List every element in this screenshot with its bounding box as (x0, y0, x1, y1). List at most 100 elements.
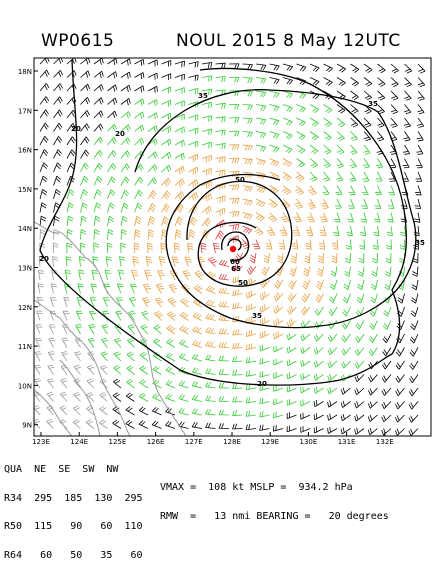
wind-barb (378, 64, 386, 73)
wind-barb (206, 423, 216, 429)
wind-barb (94, 203, 101, 213)
wind-barb (246, 343, 256, 349)
wind-barb (397, 321, 405, 330)
wind-barb (329, 294, 337, 303)
wind-barb (361, 199, 367, 208)
wind-barb (301, 426, 310, 432)
wind-barb (67, 216, 73, 226)
wind-barb (324, 118, 332, 127)
wind-barb (139, 407, 148, 415)
wind-barb (403, 132, 410, 141)
wind-barb (274, 372, 283, 378)
wind-barb (403, 159, 410, 168)
wind-barb (202, 218, 211, 227)
wind-barb (121, 177, 129, 186)
wind-barb (162, 113, 171, 120)
wind-barb (135, 203, 142, 212)
wind-barb (297, 159, 305, 168)
wind-barb (253, 240, 260, 249)
wind-barb (142, 298, 150, 307)
wind-barb (256, 213, 265, 221)
wind-barb (162, 60, 171, 66)
wind-barb (175, 191, 184, 200)
wind-barb (382, 361, 391, 369)
wind-barb (378, 91, 385, 100)
wind-barb (148, 190, 156, 199)
wind-barb (233, 410, 243, 415)
wind-barb (318, 253, 323, 263)
wind-barb (153, 339, 161, 348)
wind-barb (341, 414, 350, 421)
wind-barb (283, 145, 292, 153)
wind-barb (175, 166, 184, 174)
wind-barb (152, 394, 161, 402)
wind-barb (206, 355, 216, 361)
wind-barb (337, 145, 344, 154)
wind-barb (283, 105, 292, 112)
wind-barb (391, 118, 398, 127)
wind-barb (355, 428, 364, 435)
wind-barb (405, 64, 412, 73)
wind-barb (94, 71, 103, 78)
wind-barb (91, 284, 97, 294)
col-se: SE (58, 464, 70, 475)
wind-barb (383, 334, 391, 343)
wind-barb (260, 411, 270, 417)
wind-barb (206, 382, 216, 388)
contour-label: 35 (252, 312, 262, 320)
wind-barb (274, 292, 283, 301)
wind-barb (351, 105, 359, 114)
wind-barb (290, 267, 297, 277)
wind-barb (162, 152, 171, 159)
wind-contours (40, 60, 416, 385)
lon-label: 124E (70, 438, 88, 446)
wind-barb (361, 213, 367, 223)
wind-barb (410, 348, 418, 357)
wind-barb (301, 360, 310, 367)
wind-barb (319, 226, 326, 236)
wind-barb (114, 338, 121, 347)
wind-barb (192, 395, 202, 401)
wind-barb (409, 375, 418, 383)
wind-barb (154, 325, 162, 334)
wind-barb (135, 99, 144, 106)
lat-label: 15N (18, 186, 32, 194)
wind-barb (108, 203, 115, 213)
wind-barb (35, 352, 42, 361)
wind-barb (179, 340, 188, 348)
lon-label: 128E (223, 438, 241, 446)
wind-barb (81, 150, 89, 159)
radius-value: 35 (100, 550, 112, 561)
wind-barb (301, 413, 310, 419)
contour-label: 50 (235, 176, 245, 184)
wind-barb (243, 226, 252, 234)
wind-barb (362, 186, 368, 195)
wind-barb (162, 204, 170, 213)
wind-barb (219, 329, 229, 334)
wind-barb (324, 132, 332, 141)
wind-barb (148, 177, 157, 185)
wind-barb (314, 334, 323, 341)
wind-barb (189, 141, 198, 147)
wind-barb (175, 74, 184, 80)
wind-barb (243, 199, 253, 205)
wind-barb (166, 339, 175, 347)
wind-barb (268, 213, 276, 222)
wind-barb (46, 419, 53, 428)
coastline (34, 222, 186, 436)
wind-barb (219, 410, 229, 415)
wind-barb (189, 192, 198, 200)
wind-barb (388, 186, 394, 195)
wind-barb (131, 270, 138, 280)
wind-barb (66, 257, 71, 267)
wind-barb (162, 87, 171, 93)
wind-barb (153, 366, 162, 374)
wind-barb (409, 402, 418, 410)
wind-barb (165, 421, 175, 428)
wind-barb (135, 125, 144, 132)
wind-barb (364, 118, 371, 127)
wind-barb (274, 359, 283, 365)
wind-barb (341, 427, 350, 434)
wind-barb (116, 311, 123, 320)
